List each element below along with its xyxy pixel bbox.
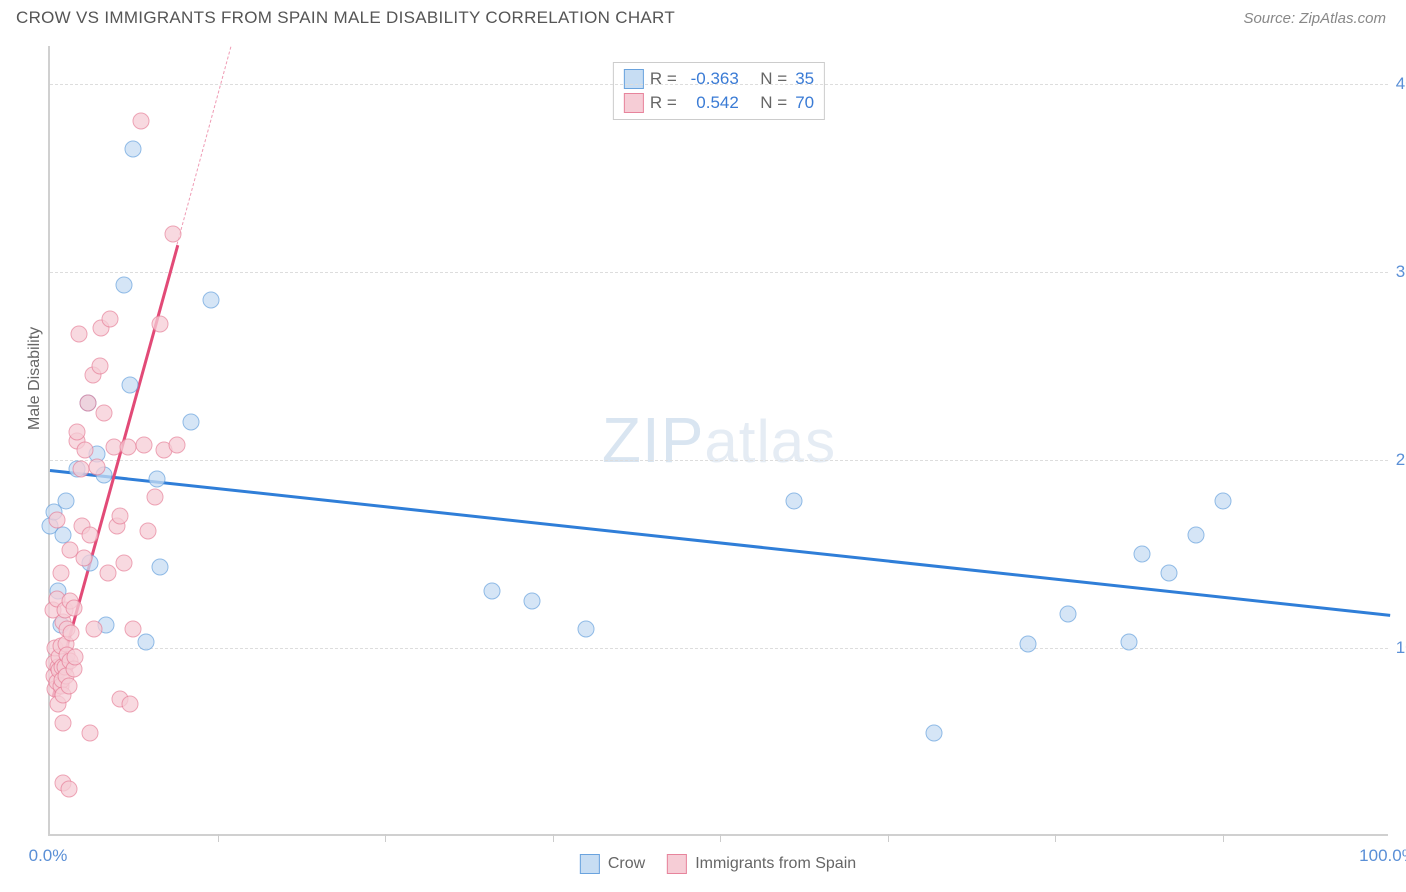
data-point: [91, 357, 108, 374]
data-point: [1160, 564, 1177, 581]
data-point: [72, 461, 89, 478]
grid-line-h: [50, 460, 1388, 461]
data-point: [484, 583, 501, 600]
grid-line-h: [50, 648, 1388, 649]
data-point: [67, 649, 84, 666]
y-tick-label: 10.0%: [1396, 638, 1406, 658]
x-tick-label: 100.0%: [1359, 846, 1406, 866]
data-point: [71, 325, 88, 342]
grid-line-h: [50, 84, 1388, 85]
x-tick: [553, 834, 554, 842]
data-point: [149, 470, 166, 487]
data-point: [524, 592, 541, 609]
chart-container: ZIPatlas R = -0.363 N = 35R = 0.542 N = …: [48, 46, 1388, 836]
x-tick: [720, 834, 721, 842]
y-tick-label: 30.0%: [1396, 262, 1406, 282]
x-tick-label: 0.0%: [29, 846, 68, 866]
watermark: ZIPatlas: [602, 403, 836, 477]
data-point: [55, 715, 72, 732]
data-point: [202, 291, 219, 308]
legend-label: Crow: [608, 855, 645, 873]
legend-swatch: [667, 854, 687, 874]
data-point: [68, 423, 85, 440]
data-point: [133, 113, 150, 130]
data-point: [122, 376, 139, 393]
x-tick: [888, 834, 889, 842]
data-point: [182, 414, 199, 431]
data-point: [63, 624, 80, 641]
legend-item: Immigrants from Spain: [667, 854, 856, 874]
data-point: [115, 276, 132, 293]
data-point: [151, 316, 168, 333]
chart-title: CROW VS IMMIGRANTS FROM SPAIN MALE DISAB…: [16, 8, 675, 28]
data-point: [79, 395, 96, 412]
data-point: [95, 404, 112, 421]
data-point: [165, 226, 182, 243]
data-point: [82, 527, 99, 544]
y-axis-label: Male Disability: [26, 327, 44, 430]
source-attribution: Source: ZipAtlas.com: [1243, 10, 1386, 27]
data-point: [111, 508, 128, 525]
data-point: [52, 564, 69, 581]
legend-series: Crow Immigrants from Spain: [580, 854, 856, 874]
data-point: [86, 621, 103, 638]
data-point: [60, 677, 77, 694]
data-point: [88, 459, 105, 476]
legend-label: Immigrants from Spain: [695, 855, 856, 873]
legend-item: Crow: [580, 854, 645, 874]
y-tick-label: 20.0%: [1396, 450, 1406, 470]
y-tick-label: 40.0%: [1396, 74, 1406, 94]
data-point: [926, 724, 943, 741]
data-point: [169, 436, 186, 453]
data-point: [146, 489, 163, 506]
data-point: [102, 310, 119, 327]
data-point: [62, 542, 79, 559]
data-point: [151, 559, 168, 576]
legend-stat-row: R = -0.363 N = 35: [624, 67, 814, 91]
data-point: [76, 442, 93, 459]
data-point: [135, 436, 152, 453]
x-tick: [218, 834, 219, 842]
plot-area: ZIPatlas R = -0.363 N = 35R = 0.542 N = …: [48, 46, 1388, 836]
data-point: [60, 780, 77, 797]
data-point: [578, 621, 595, 638]
data-point: [125, 141, 142, 158]
data-point: [66, 600, 83, 617]
data-point: [99, 564, 116, 581]
data-point: [138, 634, 155, 651]
x-tick: [1223, 834, 1224, 842]
data-point: [125, 621, 142, 638]
data-point: [1187, 527, 1204, 544]
legend-stat-row: R = 0.542 N = 70: [624, 91, 814, 115]
data-point: [115, 555, 132, 572]
data-point: [1060, 606, 1077, 623]
data-point: [139, 523, 156, 540]
data-point: [82, 724, 99, 741]
x-tick: [1055, 834, 1056, 842]
trend-line: [50, 469, 1390, 616]
data-point: [48, 512, 65, 529]
legend-stats: R = -0.363 N = 35R = 0.542 N = 70: [613, 62, 825, 120]
data-point: [1214, 493, 1231, 510]
data-point: [58, 493, 75, 510]
data-point: [119, 438, 136, 455]
data-point: [785, 493, 802, 510]
legend-swatch: [624, 93, 644, 113]
data-point: [1120, 634, 1137, 651]
legend-swatch: [624, 69, 644, 89]
grid-line-h: [50, 272, 1388, 273]
data-point: [1020, 636, 1037, 653]
data-point: [1134, 545, 1151, 562]
trend-line-extrapolation: [177, 46, 232, 244]
x-tick: [385, 834, 386, 842]
data-point: [122, 696, 139, 713]
legend-swatch: [580, 854, 600, 874]
